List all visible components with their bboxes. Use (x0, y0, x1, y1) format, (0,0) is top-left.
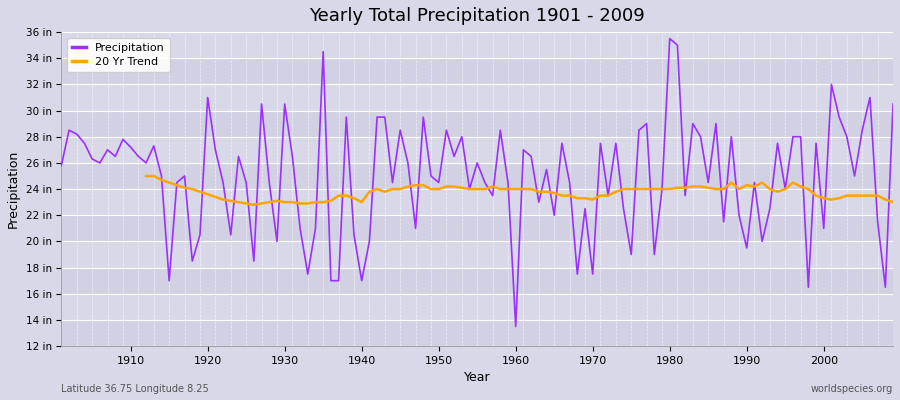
Text: Latitude 36.75 Longitude 8.25: Latitude 36.75 Longitude 8.25 (61, 384, 209, 394)
Precipitation (610, 141, 621, 146)
Bar (61, 137, 893, 163)
Line: 20 Yr Trend: 20 Yr Trend (146, 176, 893, 205)
20 Yr Trend (618, 187, 629, 192)
Precipitation (887, 102, 898, 106)
20 Yr Trend (248, 202, 259, 207)
Line: Precipitation: Precipitation (61, 38, 893, 326)
Bar (61, 163, 893, 189)
Legend: Precipitation, 20 Yr Trend: Precipitation, 20 Yr Trend (67, 38, 170, 72)
Bar (61, 189, 893, 215)
Bar (61, 215, 893, 242)
20 Yr Trend (718, 187, 729, 192)
X-axis label: Year: Year (464, 371, 490, 384)
Precipitation (510, 324, 521, 329)
Bar (61, 268, 893, 294)
20 Yr Trend (187, 187, 198, 192)
Precipitation (333, 278, 344, 283)
Precipitation (287, 154, 298, 159)
20 Yr Trend (887, 200, 898, 204)
Precipitation (118, 137, 129, 142)
Bar (61, 242, 893, 268)
Bar (61, 58, 893, 84)
20 Yr Trend (564, 193, 575, 198)
Precipitation (502, 180, 513, 185)
Precipitation (664, 36, 675, 41)
Y-axis label: Precipitation: Precipitation (7, 150, 20, 228)
Precipitation (56, 163, 67, 168)
Bar (61, 32, 893, 58)
Text: worldspecies.org: worldspecies.org (811, 384, 893, 394)
20 Yr Trend (202, 192, 213, 197)
Bar (61, 84, 893, 110)
20 Yr Trend (502, 187, 513, 192)
Bar (61, 294, 893, 320)
Bar (61, 110, 893, 137)
Title: Yearly Total Precipitation 1901 - 2009: Yearly Total Precipitation 1901 - 2009 (310, 7, 645, 25)
Bar (61, 320, 893, 346)
20 Yr Trend (140, 174, 151, 178)
Precipitation (518, 148, 529, 152)
